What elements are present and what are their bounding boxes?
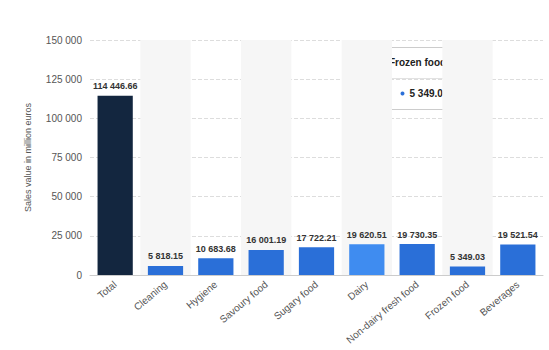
svg-text:19 620.51: 19 620.51 xyxy=(347,230,387,240)
svg-text:16 001.19: 16 001.19 xyxy=(246,235,286,245)
svg-text:125 000: 125 000 xyxy=(46,74,83,85)
svg-text:150 000: 150 000 xyxy=(46,35,83,46)
svg-text:17 722.21: 17 722.21 xyxy=(296,233,336,243)
svg-text:Dairy: Dairy xyxy=(345,279,370,302)
svg-text:19 521.54: 19 521.54 xyxy=(498,230,538,240)
svg-text:10 683.68: 10 683.68 xyxy=(196,244,236,254)
svg-text:Sugary food: Sugary food xyxy=(272,279,320,322)
svg-text:0: 0 xyxy=(76,270,82,281)
svg-text:Savoury food: Savoury food xyxy=(217,279,269,325)
svg-text:100 000: 100 000 xyxy=(46,113,83,124)
svg-text:Total: Total xyxy=(95,279,118,301)
svg-text:25 000: 25 000 xyxy=(51,230,82,241)
svg-text:Frozen food: Frozen food xyxy=(389,57,446,68)
svg-text:5 818.15: 5 818.15 xyxy=(148,251,183,261)
svg-text:Non-dairy fresh food: Non-dairy fresh food xyxy=(344,279,420,346)
svg-text:75 000: 75 000 xyxy=(51,152,82,163)
svg-text:Cleaning: Cleaning xyxy=(132,279,169,313)
svg-text:19 730.35: 19 730.35 xyxy=(397,230,437,240)
svg-text:50 000: 50 000 xyxy=(51,191,82,202)
svg-text:5 349.03: 5 349.03 xyxy=(450,252,485,262)
svg-text:114 446.66: 114 446.66 xyxy=(93,81,138,91)
svg-text:Sales value in million euros: Sales value in million euros xyxy=(23,102,33,212)
svg-text:Hygiene: Hygiene xyxy=(184,279,220,311)
svg-text:Beverages: Beverages xyxy=(478,279,522,318)
svg-text:5 349.03: 5 349.03 xyxy=(409,88,449,99)
svg-text:Frozen food: Frozen food xyxy=(423,279,471,322)
